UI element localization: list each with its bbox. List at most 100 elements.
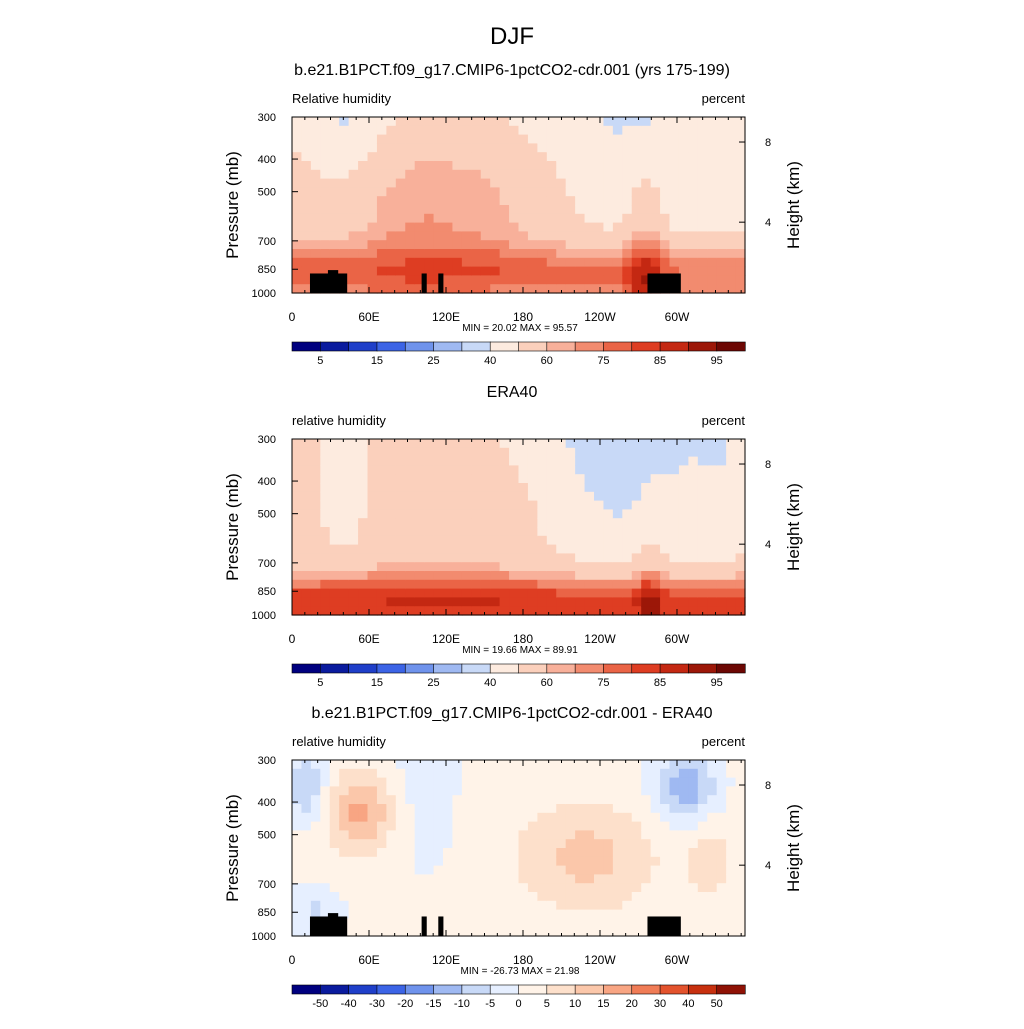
heatmap-cell: [348, 500, 359, 510]
heatmap-cell: [405, 804, 416, 814]
heatmap-cell: [678, 509, 689, 519]
heatmap-cell: [707, 768, 718, 779]
heatmap-cell: [443, 222, 454, 232]
heatmap-cell: [594, 143, 605, 153]
heatmap-cell: [301, 439, 312, 449]
heatmap-cell: [612, 509, 623, 519]
heatmap-cell: [339, 804, 350, 814]
heatmap-cell: [376, 439, 387, 449]
heatmap-cell: [320, 240, 331, 250]
heatmap-cell: [339, 839, 350, 849]
heatmap-cell: [537, 275, 548, 285]
heatmap-cell: [329, 213, 340, 224]
heatmap-cell: [707, 777, 718, 787]
heatmap-cell: [603, 535, 614, 546]
heatmap-cell: [471, 527, 482, 537]
heatmap-cell: [301, 874, 312, 884]
variable-label: relative humidity: [292, 734, 386, 749]
heatmap-cell: [339, 483, 350, 493]
heatmap-cell: [575, 187, 586, 197]
heatmap-cell: [641, 812, 652, 823]
heatmap-cell: [386, 848, 397, 858]
heatmap-cell: [310, 768, 321, 779]
heatmap-cell: [292, 231, 303, 241]
heatmap-cell: [509, 553, 520, 563]
heatmap-cell: [471, 830, 482, 840]
heatmap-cell: [527, 544, 538, 554]
heatmap-cell: [452, 447, 463, 458]
heatmap-cell: [527, 125, 538, 136]
heatmap-cell: [405, 465, 416, 475]
heatmap-cell: [386, 125, 397, 136]
plot-frame: [291, 759, 746, 937]
heatmap-cell: [471, 518, 482, 528]
heatmap-cell: [678, 892, 689, 902]
heatmap-cell: [660, 856, 671, 867]
heatmap-cell: [735, 483, 746, 493]
heatmap-cell: [358, 768, 369, 779]
heatmap-cell: [424, 509, 435, 519]
heatmap-cell: [320, 169, 331, 180]
heatmap-cell: [537, 240, 548, 250]
heatmap-cell: [735, 830, 746, 840]
heatmap-cell: [546, 474, 557, 484]
heatmap-cell: [386, 874, 397, 884]
heatmap-cell: [386, 491, 397, 502]
heatmap-cell: [669, 535, 680, 546]
colorbar-label: 5: [544, 998, 550, 1010]
heatmap-cell: [688, 571, 699, 581]
heatmap-cell: [594, 927, 605, 937]
heatmap-cell: [726, 839, 737, 849]
heatmap-cell: [697, 777, 708, 787]
heatmap-cell: [669, 804, 680, 814]
heatmap-cell: [386, 804, 397, 814]
heatmap-cell: [594, 134, 605, 144]
heatmap-cell: [405, 909, 416, 919]
heatmap-cell: [726, 465, 737, 475]
heatmap-cell: [697, 169, 708, 180]
heatmap-cell: [386, 465, 397, 475]
heatmap-cell: [546, 125, 557, 136]
heatmap-cell: [546, 553, 557, 563]
heatmap-cell: [565, 562, 576, 572]
heatmap-cell: [546, 231, 557, 241]
heatmap-cell: [509, 213, 520, 224]
heatmap-cell: [461, 527, 472, 537]
heatmap-cell: [527, 856, 538, 867]
heatmap-cell: [556, 856, 567, 867]
heatmap-cell: [358, 848, 369, 858]
heatmap-cell: [490, 900, 501, 911]
heatmap-cell: [612, 821, 623, 831]
heatmap-cell: [556, 152, 567, 162]
heatmap-cell: [726, 588, 737, 598]
heatmap-cell: [490, 518, 501, 528]
heatmap-cell: [565, 892, 576, 902]
heatmap-cell: [716, 240, 727, 250]
heatmap-cell: [546, 240, 557, 250]
heatmap-cell: [452, 483, 463, 493]
heatmap-cell: [301, 883, 312, 893]
heatmap-cell: [367, 527, 378, 537]
colorbar-label: 15: [371, 355, 383, 367]
heatmap-cell: [395, 509, 406, 519]
heatmap-cell: [301, 275, 312, 285]
heatmap-cells: [292, 760, 746, 937]
heatmap-cell: [452, 804, 463, 814]
heatmap-cell: [594, 518, 605, 528]
heatmap-cell: [518, 456, 529, 466]
heatmap-cell: [433, 222, 444, 232]
y-axis-title: Pressure (mb): [223, 151, 242, 259]
heatmap-cell: [405, 900, 416, 911]
heatmap-cell: [527, 553, 538, 563]
heatmap-cell: [669, 213, 680, 224]
heatmap-cell: [612, 874, 623, 884]
heatmap-cell: [707, 249, 718, 259]
heatmap-cell: [367, 125, 378, 136]
heatmap-cell: [584, 266, 595, 276]
heatmap-cell: [386, 795, 397, 805]
heatmap-cell: [301, 125, 312, 136]
heatmap-cell: [358, 483, 369, 493]
heatmap-cell: [735, 527, 746, 537]
heatmap-cell: [433, 518, 444, 528]
heatmap-cell: [509, 865, 520, 875]
